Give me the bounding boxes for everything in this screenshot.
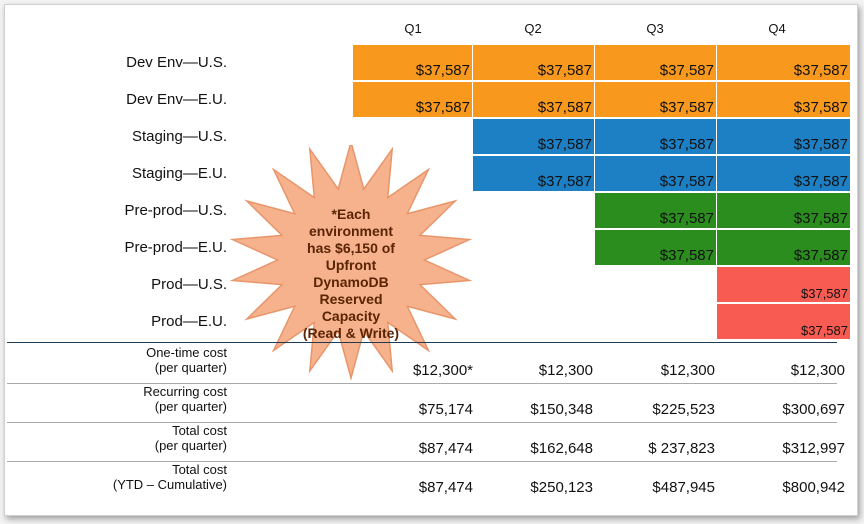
quarter-header-1: Q1 [404,21,422,36]
cost-cell: $37,587 [717,267,851,303]
cost-cell-value: $37,587 [659,247,714,264]
summary-value: $12,300* [412,362,473,379]
environment-label: Staging—U.S. [131,128,227,145]
cost-cell: $37,587 [717,82,851,118]
summary-value: $162,648 [530,440,593,457]
summary-label-line2: (per quarter) [154,360,227,375]
summary-label-line2: (per quarter) [154,399,227,414]
quarter-header-2: Q2 [524,21,542,36]
summary-label-line1: Recurring cost [143,384,227,399]
cost-cell: $37,587 [595,156,717,192]
cost-cell-value: $37,587 [659,173,714,190]
summary-label-line2: (per quarter) [154,438,227,453]
summary-value: $12,300 [790,362,845,379]
summary-label: Total cost (YTD – Cumulative) [45,462,227,492]
cost-cell-value: $37,587 [793,173,848,190]
summary-label: One-time cost (per quarter) [45,345,227,375]
cost-cell-value: $37,587 [659,136,714,153]
callout-line: Reserved Capacity [319,291,383,324]
cost-cell: $37,587 [595,82,717,118]
summary-label-line2: (YTD – Cumulative) [112,477,227,492]
table-divider [7,342,837,343]
cost-cell-value: $37,587 [793,62,848,79]
environment-label: Dev Env—U.S. [126,54,227,71]
cost-cell-value: $37,587 [415,99,470,116]
summary-value: $ 237,823 [648,440,715,457]
cost-cell: $37,587 [353,82,473,118]
environment-label: Prod—E.U. [151,313,227,330]
summary-divider [7,461,837,462]
environment-label: Pre-prod—E.U. [124,239,227,256]
environment-label: Pre-prod—U.S. [124,202,227,219]
summary-label: Recurring cost (per quarter) [45,384,227,414]
summary-value: $75,174 [418,401,473,418]
cost-cell: $37,587 [473,119,595,155]
summary-label-line1: Total cost [172,462,227,477]
cost-cell: $37,587 [717,193,851,229]
cost-cell: $37,587 [717,230,851,266]
cost-cell: $37,587 [717,304,851,340]
cost-cell-value: $37,587 [793,247,848,264]
environment-label: Prod—U.S. [151,276,227,293]
cost-cell-value: $37,587 [801,323,848,338]
summary-value: $250,123 [530,479,593,496]
cost-cell: $37,587 [473,82,595,118]
quarter-header-4: Q4 [768,21,786,36]
cost-cell-value: $37,587 [537,62,592,79]
quarter-header-3: Q3 [646,21,664,36]
callout-line: (Read & Write) [302,325,400,341]
cost-cell-value: $37,587 [537,99,592,116]
summary-label-line1: One-time cost [146,345,227,360]
cost-cell-value: $37,587 [659,99,714,116]
cost-cell: $37,587 [595,119,717,155]
summary-value: $800,942 [782,479,845,496]
summary-label-line1: Total cost [172,423,227,438]
cost-cell-value: $37,587 [793,99,848,116]
environment-label: Staging—E.U. [131,165,227,182]
environment-label: Dev Env—E.U. [126,91,227,108]
cost-cell: $37,587 [717,156,851,192]
cost-cell: $37,587 [595,45,717,81]
summary-value: $225,523 [652,401,715,418]
callout-text: *Each environment has $6,150 of Upfront Dyn… [289,206,413,342]
summary-value: $87,474 [418,440,473,457]
cost-cell: $37,587 [717,45,851,81]
summary-divider [7,422,837,423]
summary-divider [7,383,837,384]
cost-cell: $37,587 [473,45,595,81]
callout-line: has $6,150 of [307,240,395,256]
summary-value: $487,945 [652,479,715,496]
summary-value: $87,474 [418,479,473,496]
summary-value: $300,697 [782,401,845,418]
summary-value: $12,300 [660,362,715,379]
cost-cell: $37,587 [595,230,717,266]
cost-cell: $37,587 [473,156,595,192]
cost-cell: $37,587 [595,193,717,229]
cost-cell-value: $37,587 [659,62,714,79]
summary-label: Total cost (per quarter) [45,423,227,453]
cost-cell-value: $37,587 [801,286,848,301]
cost-cell: $37,587 [353,45,473,81]
summary-value: $150,348 [530,401,593,418]
cost-cell-value: $37,587 [793,210,848,227]
callout-line: Upfront [325,257,377,273]
callout-line: DynamoDB [313,274,389,290]
starburst-callout-shape [229,145,473,381]
callout-line: *Each environment [308,206,393,239]
cost-cell-value: $37,587 [793,136,848,153]
cost-cell: $37,587 [717,119,851,155]
cost-cell-value: $37,587 [537,136,592,153]
cost-table-card: Q1 Q2 Q3 Q4 Dev Env—U.S. $37,587 $37,587 $37,5… [4,4,858,516]
cost-cell-value: $37,587 [537,173,592,190]
cost-cell-value: $37,587 [415,62,470,79]
summary-value: $312,997 [782,440,845,457]
summary-value: $12,300 [538,362,593,379]
cost-cell-value: $37,587 [659,210,714,227]
